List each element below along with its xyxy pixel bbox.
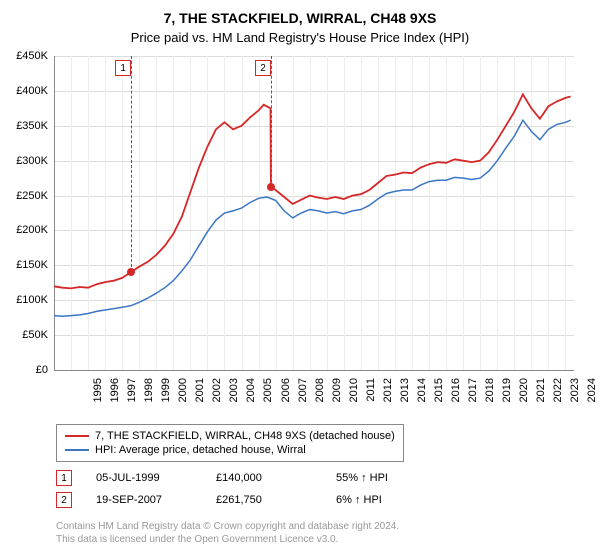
- sale-marker-dot: [267, 183, 275, 191]
- chart-plot-area: £0£50K£100K£150K£200K£250K£300K£350K£400…: [54, 56, 574, 370]
- x-axis-tick-label: 2019: [501, 378, 513, 418]
- x-axis-tick-label: 2007: [297, 378, 309, 418]
- x-axis-tick-label: 2013: [399, 378, 411, 418]
- x-axis-line: [54, 370, 574, 371]
- sale-marker-dot: [127, 268, 135, 276]
- chart-title-address: 7, THE STACKFIELD, WIRRAL, CH48 9XS: [0, 0, 600, 26]
- x-axis-tick-label: 2017: [467, 378, 479, 418]
- sale-event-price: £261,750: [216, 494, 336, 506]
- x-axis-tick-label: 2008: [314, 378, 326, 418]
- legend-row: HPI: Average price, detached house, Wirr…: [65, 443, 395, 457]
- x-axis-tick-label: 1998: [143, 378, 155, 418]
- x-axis-tick-label: 2004: [245, 378, 257, 418]
- legend-row: 7, THE STACKFIELD, WIRRAL, CH48 9XS (det…: [65, 429, 395, 443]
- sale-event-date: 05-JUL-1999: [96, 472, 216, 484]
- sale-event-number-box: 2: [56, 492, 72, 508]
- x-axis-tick-label: 2023: [569, 378, 581, 418]
- x-axis-tick-label: 2000: [177, 378, 189, 418]
- sale-marker-line: [271, 56, 272, 187]
- sale-event-number-box: 1: [56, 470, 72, 486]
- data-source-footnote: Contains HM Land Registry data © Crown c…: [56, 520, 399, 546]
- x-axis-tick-label: 2014: [416, 378, 428, 418]
- x-axis-tick-label: 1999: [160, 378, 172, 418]
- x-axis-tick-label: 2024: [586, 378, 598, 418]
- sale-marker-number-box: 1: [115, 60, 131, 76]
- x-axis-tick-label: 2022: [552, 378, 564, 418]
- sale-event-price: £140,000: [216, 472, 336, 484]
- sale-event-vs-hpi: 6% ↑ HPI: [336, 494, 382, 506]
- y-axis-tick-label: £250K: [4, 190, 48, 202]
- footnote-line-2: This data is licensed under the Open Gov…: [56, 533, 399, 546]
- x-axis-tick-label: 2003: [228, 378, 240, 418]
- legend-swatch: [65, 449, 89, 451]
- y-axis-tick-label: £450K: [4, 50, 48, 62]
- x-axis-tick-label: 2020: [518, 378, 530, 418]
- legend-box: 7, THE STACKFIELD, WIRRAL, CH48 9XS (det…: [56, 424, 404, 462]
- x-axis-tick-label: 1997: [126, 378, 138, 418]
- y-axis-tick-label: £50K: [4, 329, 48, 341]
- x-axis-tick-label: 2018: [484, 378, 496, 418]
- y-axis-tick-label: £300K: [4, 155, 48, 167]
- x-axis-tick-label: 2021: [535, 378, 547, 418]
- chart-title-subtitle: Price paid vs. HM Land Registry's House …: [0, 26, 600, 45]
- y-axis-tick-label: £350K: [4, 120, 48, 132]
- x-axis-tick-label: 2001: [194, 378, 206, 418]
- x-axis-tick-label: 2015: [433, 378, 445, 418]
- sale-event-date: 19-SEP-2007: [96, 494, 216, 506]
- x-axis-tick-label: 2010: [348, 378, 360, 418]
- x-axis-tick-label: 2005: [262, 378, 274, 418]
- x-axis-tick-label: 2009: [331, 378, 343, 418]
- x-axis-tick-label: 1996: [109, 378, 121, 418]
- x-axis-tick-label: 1995: [92, 378, 104, 418]
- x-axis-tick-label: 2002: [211, 378, 223, 418]
- x-axis-tick-label: 2016: [450, 378, 462, 418]
- legend-swatch: [65, 435, 89, 437]
- sale-marker-number-box: 2: [255, 60, 271, 76]
- sale-event-row: 2 19-SEP-2007£261,7506% ↑ HPI: [56, 492, 382, 508]
- legend-label: HPI: Average price, detached house, Wirr…: [95, 444, 306, 456]
- x-axis-tick-label: 2012: [382, 378, 394, 418]
- y-axis-tick-label: £200K: [4, 224, 48, 236]
- footnote-line-1: Contains HM Land Registry data © Crown c…: [56, 520, 399, 533]
- sale-marker-line: [131, 56, 132, 272]
- y-axis-tick-label: £100K: [4, 294, 48, 306]
- sale-event-vs-hpi: 55% ↑ HPI: [336, 472, 388, 484]
- y-axis-tick-label: £400K: [4, 85, 48, 97]
- chart-lines-svg: [54, 56, 574, 370]
- y-axis-tick-label: £150K: [4, 259, 48, 271]
- legend-label: 7, THE STACKFIELD, WIRRAL, CH48 9XS (det…: [95, 430, 395, 442]
- x-axis-tick-label: 2011: [365, 378, 377, 418]
- x-axis-tick-label: 2006: [280, 378, 292, 418]
- y-axis-tick-label: £0: [4, 364, 48, 376]
- sale-event-row: 1 05-JUL-1999£140,00055% ↑ HPI: [56, 470, 388, 486]
